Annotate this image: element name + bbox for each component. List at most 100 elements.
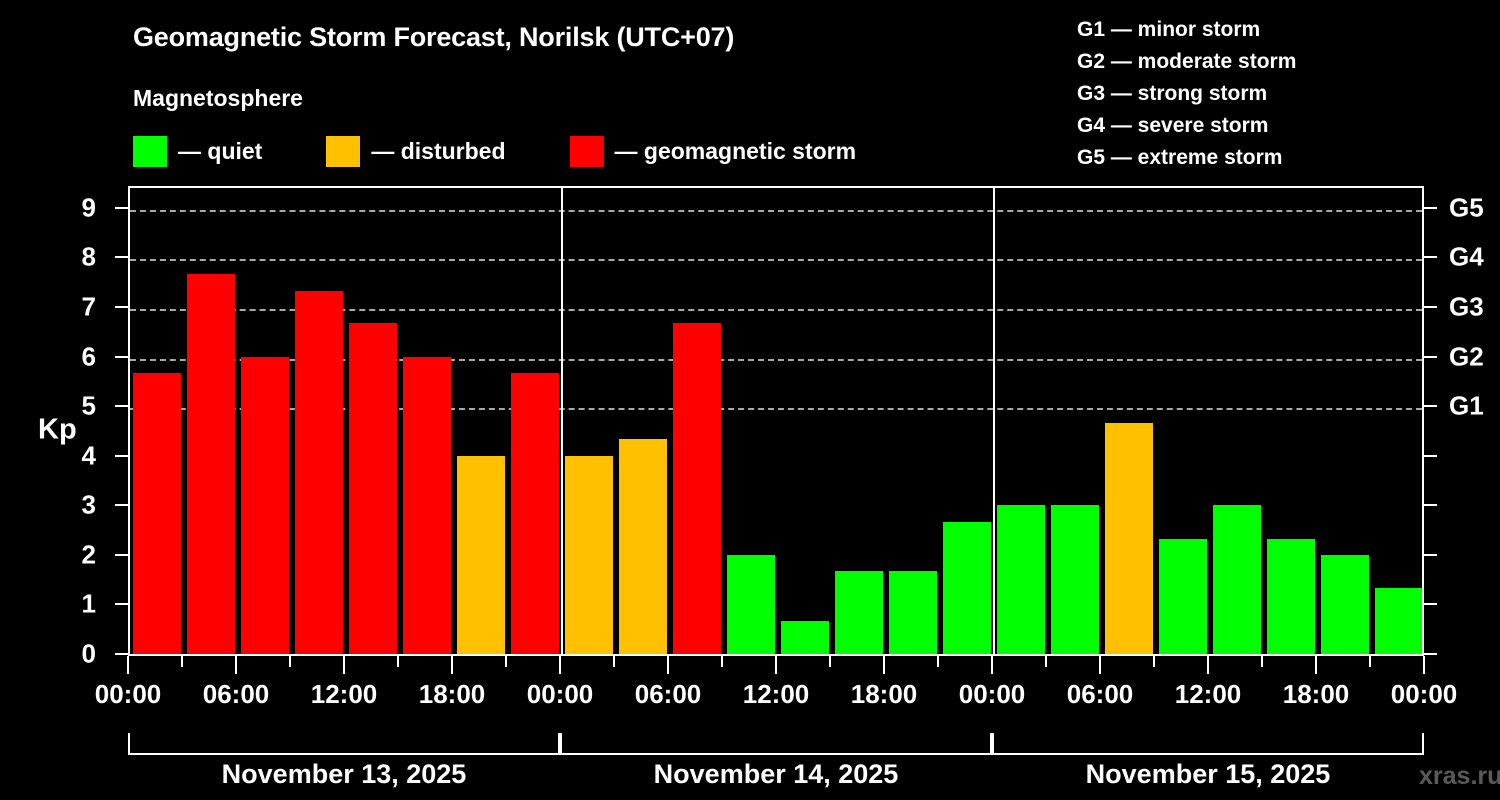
- gscale-legend-line-3: G3 — strong storm: [1077, 82, 1268, 105]
- x-tick-15: [937, 656, 939, 667]
- legend-label: — geomagnetic storm: [614, 137, 857, 164]
- bar-nov-14-15-00[interactable]: [835, 571, 883, 654]
- y-tick-mark-9: [115, 206, 128, 209]
- y-tick-label-0: 0: [81, 638, 96, 669]
- y-tick-mark-1: [115, 603, 128, 606]
- bar-nov-14-00-00[interactable]: [565, 455, 613, 654]
- g-axis-tick-mark-kp-3: [1424, 504, 1437, 507]
- x-tick-1: [181, 656, 183, 667]
- g-axis-label-g1: G1: [1449, 390, 1484, 421]
- x-tick-21: [1261, 656, 1263, 667]
- magnetosphere-section-label: Magnetosphere: [133, 85, 303, 111]
- storm-swatch: [569, 135, 604, 167]
- bar-nov-14-09-00[interactable]: [727, 554, 775, 654]
- day-bracket-2: [560, 733, 992, 755]
- x-tick-5: [397, 656, 399, 667]
- x-tick-9: [613, 656, 615, 667]
- bar-nov-14-21-00[interactable]: [943, 521, 991, 654]
- x-tick-17: [1045, 656, 1047, 667]
- gscale-legend-line-5: G5 — extreme storm: [1077, 146, 1283, 169]
- x-tick-label-3: 18:00: [418, 679, 486, 709]
- day-label-3: November 15, 2025: [1085, 759, 1331, 789]
- gridline-kp-9: [130, 209, 1422, 212]
- x-tick-label-9: 06:00: [1066, 679, 1134, 709]
- bar-nov-15-06-00[interactable]: [1105, 422, 1153, 654]
- bar-nov-15-12-00[interactable]: [1213, 505, 1261, 654]
- bar-nov-13-03-00[interactable]: [187, 273, 235, 654]
- x-tick-label-12: 00:00: [1390, 679, 1458, 709]
- g-axis-tick-mark-kp-4: [1424, 454, 1437, 457]
- bar-nov-15-15-00[interactable]: [1267, 538, 1315, 654]
- x-tick-13: [829, 656, 831, 667]
- g-axis-tick-mark-kp-5: [1424, 405, 1437, 408]
- x-tick-11: [721, 656, 723, 667]
- x-tick-8: [559, 656, 561, 674]
- legend-entry-disturbed: — disturbed: [326, 134, 506, 168]
- x-tick-label-0: 00:00: [94, 679, 162, 709]
- x-tick-12: [775, 656, 777, 674]
- bar-nov-13-00-00[interactable]: [133, 372, 181, 654]
- x-tick-label-2: 12:00: [310, 679, 378, 709]
- g-axis-tick-mark-kp-0: [1424, 653, 1437, 655]
- y-tick-mark-0: [115, 653, 128, 655]
- bar-nov-13-09-00[interactable]: [295, 290, 343, 654]
- g-axis-tick-mark-kp-7: [1424, 305, 1437, 308]
- y-tick-label-5: 5: [81, 390, 96, 421]
- bar-nov-15-00-00[interactable]: [997, 505, 1045, 654]
- y-tick-mark-8: [115, 256, 128, 259]
- day-label-2: November 14, 2025: [653, 759, 899, 789]
- x-tick-4: [343, 656, 345, 674]
- g-axis-tick-mark-kp-2: [1424, 553, 1437, 556]
- bar-nov-13-12-00[interactable]: [349, 323, 397, 654]
- day-label-1: November 13, 2025: [221, 759, 467, 789]
- y-tick-label-4: 4: [81, 440, 96, 471]
- g-axis-tick-mark-kp-9: [1424, 206, 1437, 209]
- x-tick-label-4: 00:00: [526, 679, 594, 709]
- y-tick-mark-2: [115, 553, 128, 556]
- bar-nov-14-18-00[interactable]: [889, 571, 937, 654]
- g-axis-tick-mark-kp-8: [1424, 256, 1437, 259]
- x-tick-label-5: 06:00: [634, 679, 702, 709]
- gridline-kp-6: [130, 358, 1422, 361]
- y-tick-label-8: 8: [81, 241, 96, 272]
- bar-nov-15-09-00[interactable]: [1159, 538, 1207, 654]
- bar-nov-14-06-00[interactable]: [673, 323, 721, 654]
- y-tick-label-3: 3: [81, 489, 96, 520]
- x-tick-19: [1153, 656, 1155, 667]
- x-tick-14: [883, 656, 885, 674]
- quiet-swatch: [133, 135, 167, 167]
- g-axis-label-g2: G2: [1449, 341, 1484, 372]
- plot-inner: [130, 188, 1422, 654]
- gscale-legend-line-2: G2 — moderate storm: [1077, 50, 1297, 73]
- bar-nov-13-18-00[interactable]: [457, 455, 505, 654]
- gridline-kp-5: [130, 408, 1422, 411]
- bar-nov-13-21-00[interactable]: [511, 372, 559, 654]
- day-divider-1: [561, 188, 563, 654]
- g-axis-label-g4: G4: [1449, 241, 1484, 272]
- g-axis-label-g3: G3: [1449, 291, 1484, 322]
- disturbed-swatch: [326, 135, 361, 167]
- day-bracket-3: [992, 733, 1424, 755]
- y-tick-mark-5: [115, 405, 128, 408]
- g-axis-tick-mark-kp-1: [1424, 603, 1437, 606]
- bar-nov-15-21-00[interactable]: [1375, 588, 1422, 654]
- g-axis-label-g5: G5: [1449, 192, 1484, 223]
- bar-nov-15-18-00[interactable]: [1321, 554, 1369, 654]
- chart-title: Geomagnetic Storm Forecast, Norilsk (UTC…: [133, 22, 735, 52]
- gscale-legend: G1 — minor storm G2 — moderate storm G3 — …: [1077, 14, 1296, 174]
- x-tick-label-11: 18:00: [1282, 679, 1350, 709]
- x-tick-7: [505, 656, 507, 667]
- gridline-kp-7: [130, 308, 1422, 311]
- y-tick-mark-7: [115, 305, 128, 308]
- bar-nov-14-12-00[interactable]: [781, 620, 829, 654]
- y-tick-label-2: 2: [81, 539, 96, 570]
- bar-nov-14-03-00[interactable]: [619, 439, 667, 654]
- bar-nov-13-15-00[interactable]: [403, 356, 451, 654]
- x-tick-label-8: 00:00: [958, 679, 1026, 709]
- day-bracket-1: [128, 733, 560, 755]
- x-tick-label-1: 06:00: [202, 679, 270, 709]
- gscale-legend-line-4: G4 — severe storm: [1077, 114, 1269, 137]
- bar-nov-13-06-00[interactable]: [241, 356, 289, 654]
- bar-nov-15-03-00[interactable]: [1051, 505, 1099, 654]
